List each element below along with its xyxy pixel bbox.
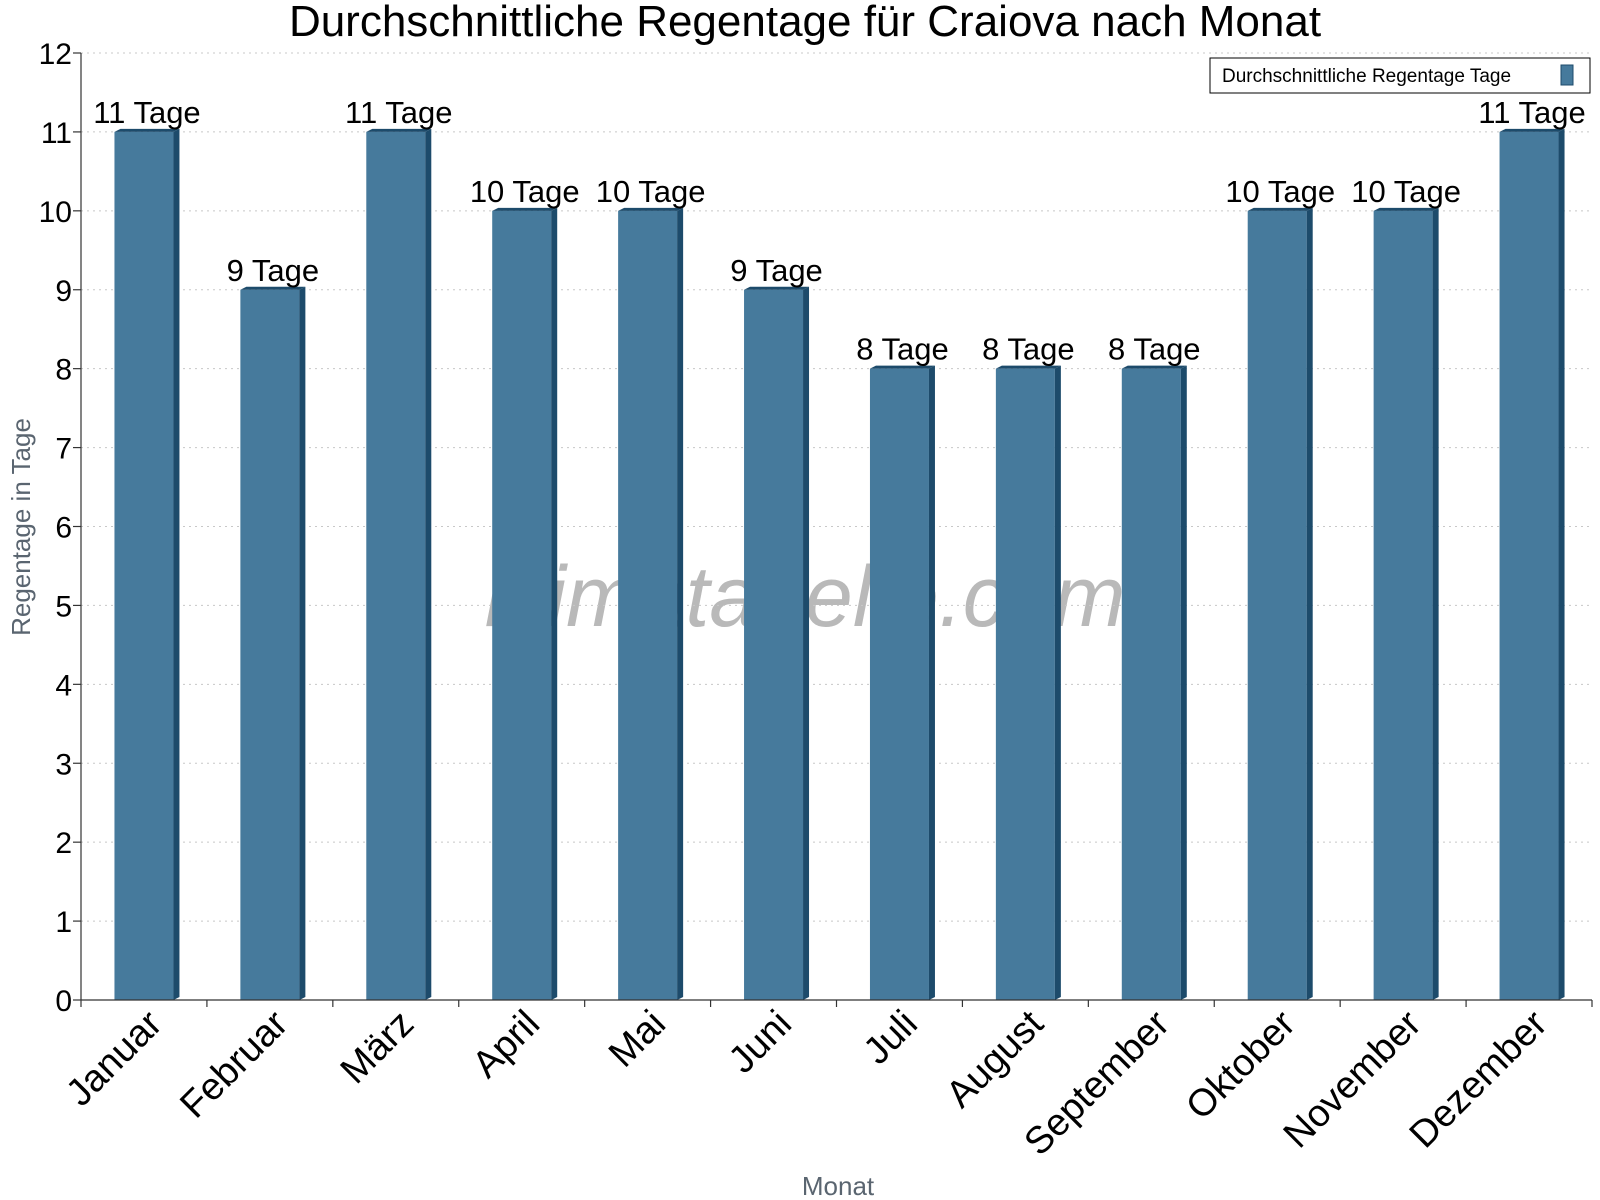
bar — [240, 289, 300, 1000]
y-tick-label: 3 — [55, 748, 72, 781]
bar — [744, 289, 804, 1000]
bar-side — [677, 207, 684, 1001]
bar — [492, 210, 552, 1001]
x-tick-labels: Januar Februar März April Mai Juni Juli AugustS… — [58, 1002, 1555, 1163]
axes-group — [73, 52, 1593, 1007]
bar-side — [1180, 365, 1187, 1001]
data-label: 9 Tage — [227, 253, 320, 288]
bar-side — [173, 128, 180, 1000]
x-tick-label: November — [1276, 1002, 1430, 1156]
data-label: 11 Tage — [345, 95, 452, 130]
y-tick-label: 9 — [55, 275, 72, 308]
data-label: 11 Tage — [93, 95, 200, 130]
bar-top — [492, 207, 558, 211]
bar-side — [803, 286, 810, 1000]
legend-box — [1209, 57, 1591, 94]
data-labels-group: 11 Tage 9 Tage 11 Tage 10 Tage 10 Tage 9 Tage… — [93, 95, 1586, 367]
y-tick-label: 11 — [41, 117, 72, 150]
data-label: 10 Tage — [596, 174, 706, 209]
bar — [1499, 131, 1559, 1000]
bar-side — [1306, 207, 1313, 1001]
y-tick-label: 2 — [55, 827, 72, 860]
y-tick-label: 10 — [39, 196, 72, 229]
x-tick-label: Januar — [58, 1002, 170, 1114]
data-label: 10 Tage — [1225, 174, 1335, 209]
bar — [1373, 210, 1433, 1001]
legend: Durchschnittliche Regentage Tage — [1209, 57, 1591, 94]
data-label: 8 Tage — [856, 332, 949, 367]
data-label: 9 Tage — [730, 253, 823, 288]
data-label: 10 Tage — [470, 174, 580, 209]
bars-group — [114, 128, 1565, 1001]
bar-top — [114, 128, 180, 132]
data-label: 11 Tage — [1478, 95, 1585, 130]
bar — [995, 368, 1055, 1001]
data-label: 10 Tage — [1351, 174, 1461, 209]
bar — [618, 210, 678, 1001]
legend-swatch — [1560, 64, 1574, 86]
bar-top — [240, 286, 306, 290]
y-tick-label: 0 — [55, 985, 72, 1018]
bar-top — [995, 365, 1061, 369]
x-tick-label: Juli — [856, 1003, 926, 1073]
bar-side — [1558, 128, 1565, 1000]
bar-top — [618, 207, 684, 211]
y-tick-label: 4 — [55, 669, 72, 702]
y-tick-label: 12 — [39, 38, 72, 71]
bar-top — [366, 128, 432, 132]
bar-side — [425, 128, 432, 1000]
data-label: 8 Tage — [982, 332, 1075, 367]
x-tick-label: April — [465, 1003, 548, 1086]
y-tick-label: 8 — [55, 354, 72, 387]
data-label: 8 Tage — [1108, 332, 1201, 367]
chart-title: Durchschnittliche Regentage für Craiova … — [289, 0, 1321, 46]
bar — [114, 131, 174, 1000]
bar-top — [1247, 207, 1313, 211]
x-tick-label: Mai — [601, 1003, 674, 1076]
x-tick-label: Oktober — [1178, 1002, 1304, 1128]
x-axis-label: Monat — [802, 1171, 875, 1200]
bar-top — [1121, 365, 1187, 369]
bar — [869, 368, 929, 1001]
x-tick-label: März — [333, 1003, 422, 1092]
y-tick-label: 6 — [55, 512, 72, 545]
bar-top — [744, 286, 810, 290]
bar-side — [1054, 365, 1061, 1001]
bar-top — [869, 365, 935, 369]
bar — [1247, 210, 1307, 1001]
x-tick-label: Dezember — [1402, 1002, 1556, 1156]
y-tick-label: 7 — [55, 433, 72, 466]
bar-top — [1373, 207, 1439, 211]
x-tick-label: Februar — [172, 1002, 296, 1126]
bar-top — [1499, 128, 1565, 132]
bar-side — [928, 365, 935, 1001]
legend-label: Durchschnittliche Regentage Tage — [1222, 66, 1511, 87]
x-tick-label: August — [938, 1002, 1052, 1116]
bar — [366, 131, 426, 1000]
bar — [1121, 368, 1181, 1001]
y-tick-label: 1 — [55, 906, 72, 939]
y-axis-label: Regentage in Tage — [6, 418, 36, 636]
bar-side — [551, 207, 558, 1001]
bar-side — [1432, 207, 1439, 1001]
y-tick-label: 5 — [55, 590, 72, 623]
bar-side — [299, 286, 306, 1000]
x-tick-label: Juni — [721, 1003, 800, 1082]
